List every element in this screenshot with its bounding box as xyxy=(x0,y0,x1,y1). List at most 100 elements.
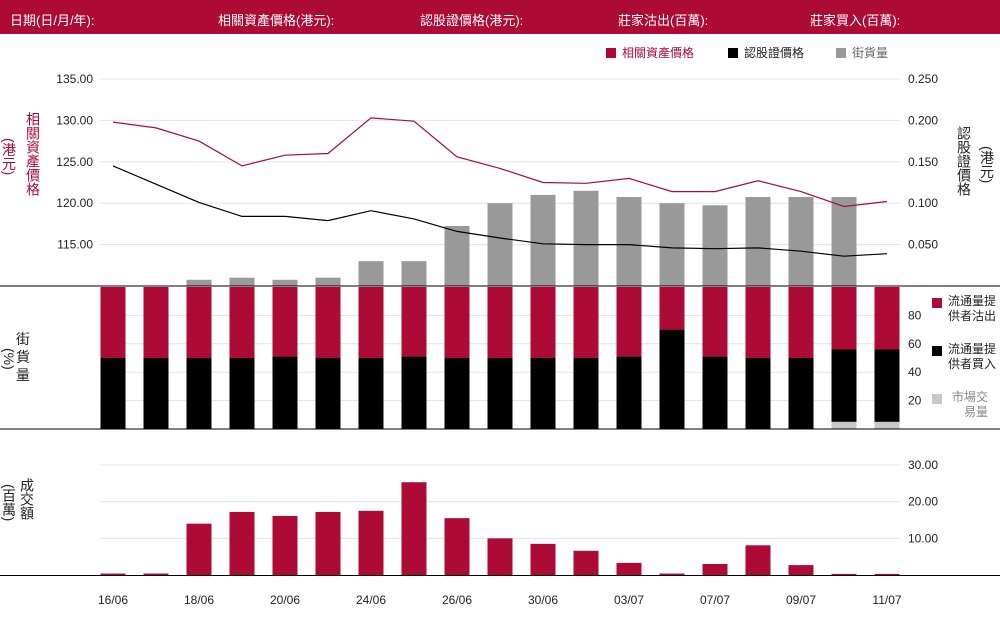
pct-axis-title: 街貨量 xyxy=(16,331,30,383)
legend-underlying: 相關資產價格 xyxy=(606,44,694,61)
turnover-bar xyxy=(401,482,427,575)
lp-bought-bar xyxy=(100,358,126,429)
turnover-tick-label: 10.00 xyxy=(908,531,938,545)
right-tick-label: 0.100 xyxy=(908,196,938,210)
turnover-bar xyxy=(186,523,212,575)
turnover-bar xyxy=(530,543,556,575)
left-tick-label: 120.00 xyxy=(56,196,93,210)
legend-outstanding: 街貨量 xyxy=(836,44,888,61)
lp-bought-bar xyxy=(788,358,814,429)
right-axis-unit: (港元) xyxy=(979,146,995,184)
outstanding-bar xyxy=(702,205,728,286)
x-tick-label: 18/06 xyxy=(184,593,214,607)
lp-bought-bar xyxy=(831,349,857,422)
lp-sold-bar xyxy=(745,287,771,358)
lp-bought-bar xyxy=(143,358,169,429)
market-volume-bar xyxy=(831,421,857,429)
pct-tick-label: 20 xyxy=(908,394,922,408)
turnover-axis-unit: (百萬) xyxy=(1,484,17,522)
x-tick-label: 26/06 xyxy=(442,593,472,607)
lp-bought-bar xyxy=(272,356,298,429)
lp-sold-bar xyxy=(143,287,169,358)
market-volume-bar xyxy=(874,421,900,429)
header-bar: 日期(日/月/年): 相關資產價格(港元): 認股證價格(港元): 莊家沽出(百… xyxy=(0,0,1000,34)
pct-tick-label: 40 xyxy=(908,365,922,379)
lp-bought-bar xyxy=(186,358,212,429)
pct-tick-label: 60 xyxy=(908,337,922,351)
turnover-bar xyxy=(745,545,771,575)
lp-bought-bar xyxy=(745,358,771,429)
x-tick-label: 16/06 xyxy=(98,593,128,607)
lp-sold-bar xyxy=(401,287,427,357)
turnover-bar xyxy=(616,562,642,575)
outstanding-bar xyxy=(745,196,771,286)
lp-bought-bar xyxy=(358,358,384,429)
lp-bought-bar xyxy=(229,358,255,429)
outstanding-bar xyxy=(401,261,427,286)
lp-bought-bar xyxy=(401,356,427,429)
outstanding-bar xyxy=(530,194,556,286)
issuer-sold-label: 莊家沽出(百萬): xyxy=(618,13,709,28)
outstanding-bar xyxy=(487,203,513,286)
left-tick-label: 135.00 xyxy=(56,72,93,86)
pct-axis-unit: (%) xyxy=(1,348,17,370)
turnover-axis-title: 成交額 xyxy=(19,478,35,520)
x-tick-label: 24/06 xyxy=(356,593,386,607)
lp-sold-bar xyxy=(186,287,212,358)
lp-bought-bar xyxy=(444,358,470,429)
lp-bought-bar xyxy=(530,358,556,429)
legend-market-volume: 市場交易量 xyxy=(932,390,996,422)
turnover-bar xyxy=(143,573,169,575)
lp-sold-bar xyxy=(444,287,470,358)
lp-sold-bar xyxy=(659,287,685,330)
outstanding-bar xyxy=(229,277,255,286)
lp-sold-bar xyxy=(874,287,900,350)
underlying-price-label: 相關資產價格(港元): xyxy=(218,13,335,28)
legend-swatch-red xyxy=(606,48,616,58)
lp-sold-bar xyxy=(702,287,728,357)
right-axis-title: 認股證價格 xyxy=(956,126,972,196)
lp-bought-bar xyxy=(487,358,513,429)
left-axis-unit: (港元) xyxy=(1,138,17,176)
lp-sold-bar xyxy=(487,287,513,358)
turnover-bar xyxy=(229,511,255,575)
lp-sold-bar xyxy=(229,287,255,358)
left-axis-title: 相關資產價格 xyxy=(25,112,41,196)
warrant-price-label: 認股證價格(港元): xyxy=(420,13,524,28)
outstanding-bar xyxy=(788,196,814,286)
turnover-bar xyxy=(487,538,513,575)
lp-bought-bar xyxy=(315,358,341,429)
turnover-bar xyxy=(702,564,728,575)
x-tick-label: 30/06 xyxy=(528,593,558,607)
lp-bought-bar xyxy=(573,358,599,429)
outstanding-bar xyxy=(831,196,857,286)
outstanding-bar xyxy=(659,203,685,286)
outstanding-bar xyxy=(315,277,341,286)
lp-sold-bar xyxy=(573,287,599,358)
left-tick-label: 130.00 xyxy=(56,113,93,127)
legend-swatch-lp-sold xyxy=(932,298,942,308)
lp-bought-bar xyxy=(616,356,642,429)
turnover-tick-label: 30.00 xyxy=(908,458,938,472)
outstanding-bar xyxy=(358,261,384,286)
turnover-bar xyxy=(874,573,900,575)
pct-tick-label: 80 xyxy=(908,308,922,322)
turnover-bar xyxy=(315,511,341,575)
left-tick-label: 125.00 xyxy=(56,155,93,169)
legend-swatch-lp-bought xyxy=(932,346,942,356)
lp-bought-bar xyxy=(659,329,685,429)
x-tick-label: 07/07 xyxy=(700,593,730,607)
date-label: 日期(日/月/年): xyxy=(10,13,95,28)
lp-bought-bar xyxy=(874,349,900,422)
turnover-bar xyxy=(788,565,814,575)
legend-lp-bought: 流通量提供者買入 xyxy=(932,342,996,374)
x-tick-label: 11/07 xyxy=(872,593,901,607)
lp-sold-bar xyxy=(100,287,126,358)
turnover-bar xyxy=(100,573,126,575)
lp-sold-bar xyxy=(530,287,556,358)
turnover-bar xyxy=(831,573,857,575)
turnover-bar xyxy=(358,510,384,575)
outstanding-bar xyxy=(272,279,298,286)
issuer-bought-label: 莊家買入(百萬): xyxy=(810,13,901,28)
